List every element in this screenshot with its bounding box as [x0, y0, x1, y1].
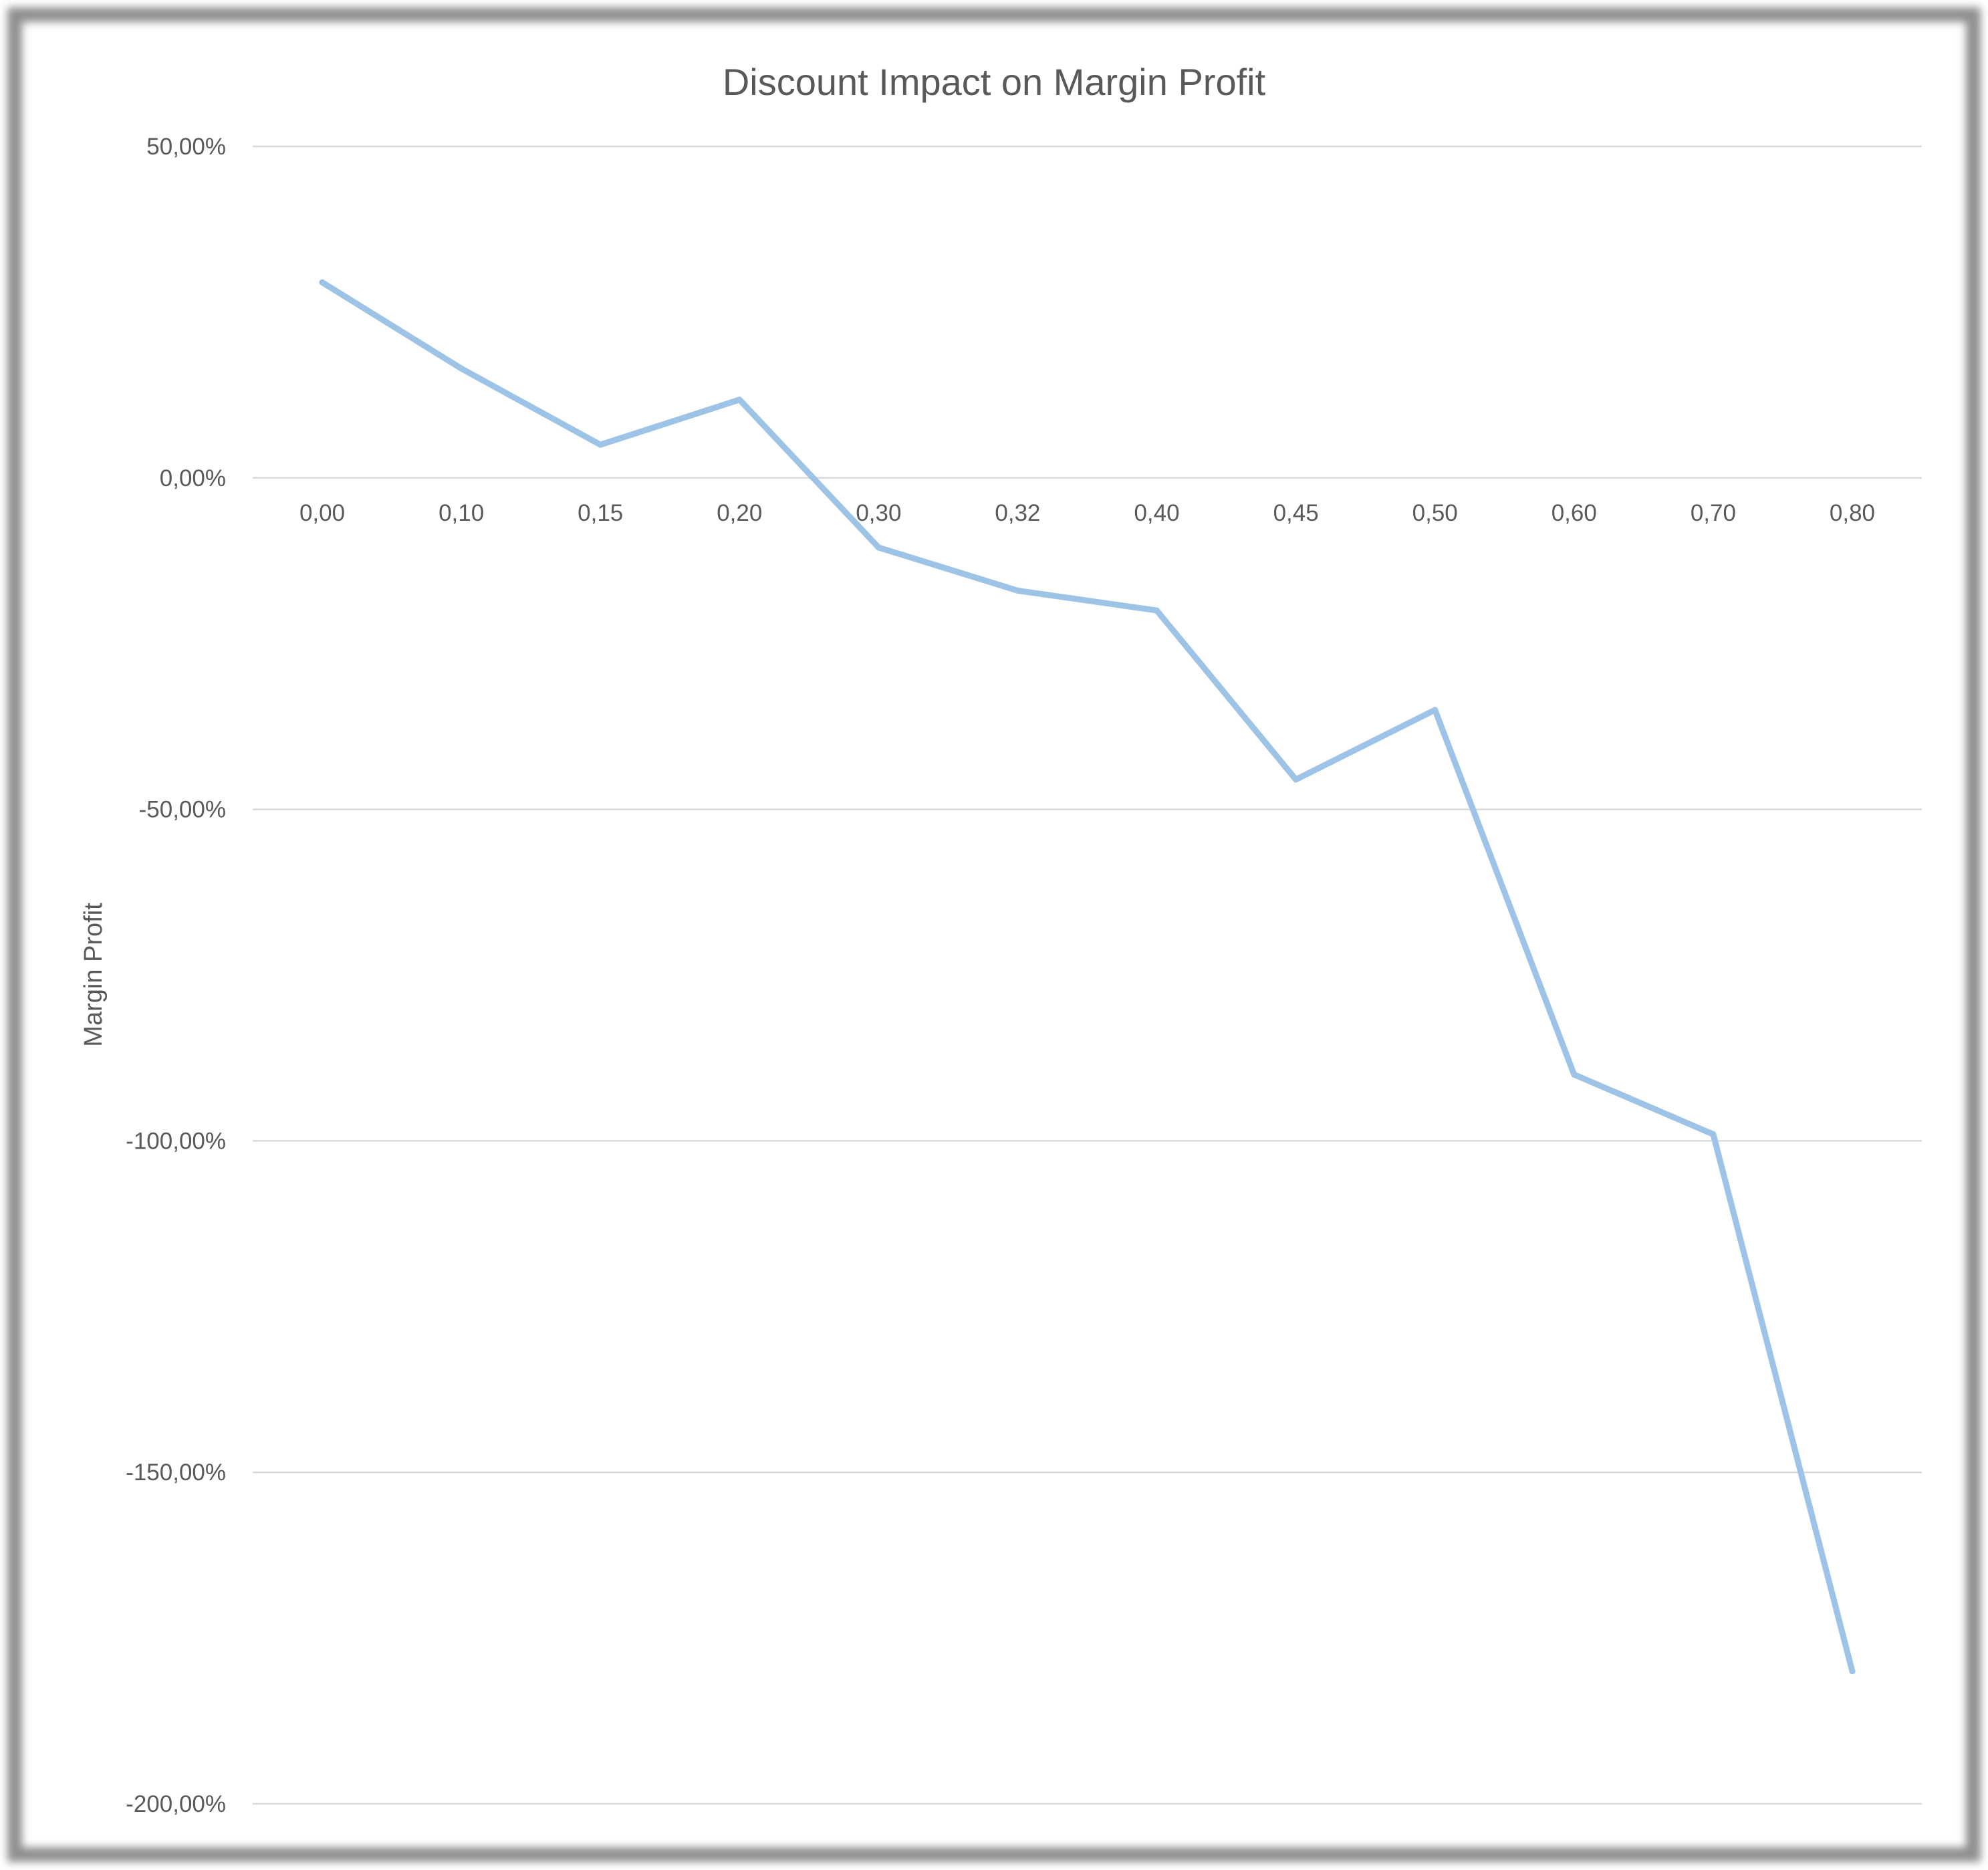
y-axis-title: Margin Profit	[80, 903, 108, 1047]
y-tick-label: 50,00%	[146, 134, 226, 160]
x-tick-label: 0,10	[439, 500, 484, 526]
series-layer	[319, 279, 1856, 1675]
data-point	[597, 441, 604, 448]
x-tick-label: 0,40	[1134, 500, 1179, 526]
data-point	[458, 365, 465, 372]
data-point	[1014, 587, 1021, 594]
data-point	[319, 279, 326, 285]
y-tick-label: 0,00%	[160, 465, 226, 491]
x-tick-label: 0,32	[995, 500, 1040, 526]
y-tick-label: -50,00%	[139, 797, 226, 823]
y-tick-label: -200,00%	[126, 1791, 226, 1817]
chart-title: Discount Impact on Margin Profit	[723, 61, 1266, 103]
x-tick-label: 0,80	[1830, 500, 1875, 526]
data-point	[1710, 1131, 1717, 1137]
y-axis-tick-labels: 50,00% 0,00% -50,00% -100,00% -150,00% -200,0…	[126, 134, 226, 1817]
gridlines	[253, 145, 1922, 1805]
y-tick-label: -100,00%	[126, 1128, 226, 1154]
data-point	[1571, 1071, 1578, 1078]
frame-shadow	[7, 7, 1981, 1862]
data-point	[1293, 776, 1299, 783]
x-tick-label: 0,70	[1691, 500, 1736, 526]
x-tick-label: 0,30	[856, 500, 901, 526]
x-axis-tick-labels: 0,00 0,10 0,15 0,20 0,30 0,32 0,40 0,45 0,50 0,60…	[299, 500, 1875, 526]
x-tick-label: 0,20	[717, 500, 762, 526]
data-point	[736, 396, 743, 403]
plot-area-background	[32, 32, 1956, 1839]
x-tick-label: 0,45	[1273, 500, 1319, 526]
data-point	[1432, 707, 1439, 713]
data-point	[1849, 1668, 1856, 1675]
x-tick-label: 0,15	[578, 500, 623, 526]
data-point	[1154, 607, 1160, 614]
x-tick-label: 0,60	[1551, 500, 1597, 526]
x-tick-label: 0,50	[1412, 500, 1458, 526]
x-tick-label: 0,00	[299, 500, 345, 526]
y-tick-label: -150,00%	[126, 1459, 226, 1486]
data-point	[875, 544, 882, 551]
series-line	[319, 279, 1856, 1675]
